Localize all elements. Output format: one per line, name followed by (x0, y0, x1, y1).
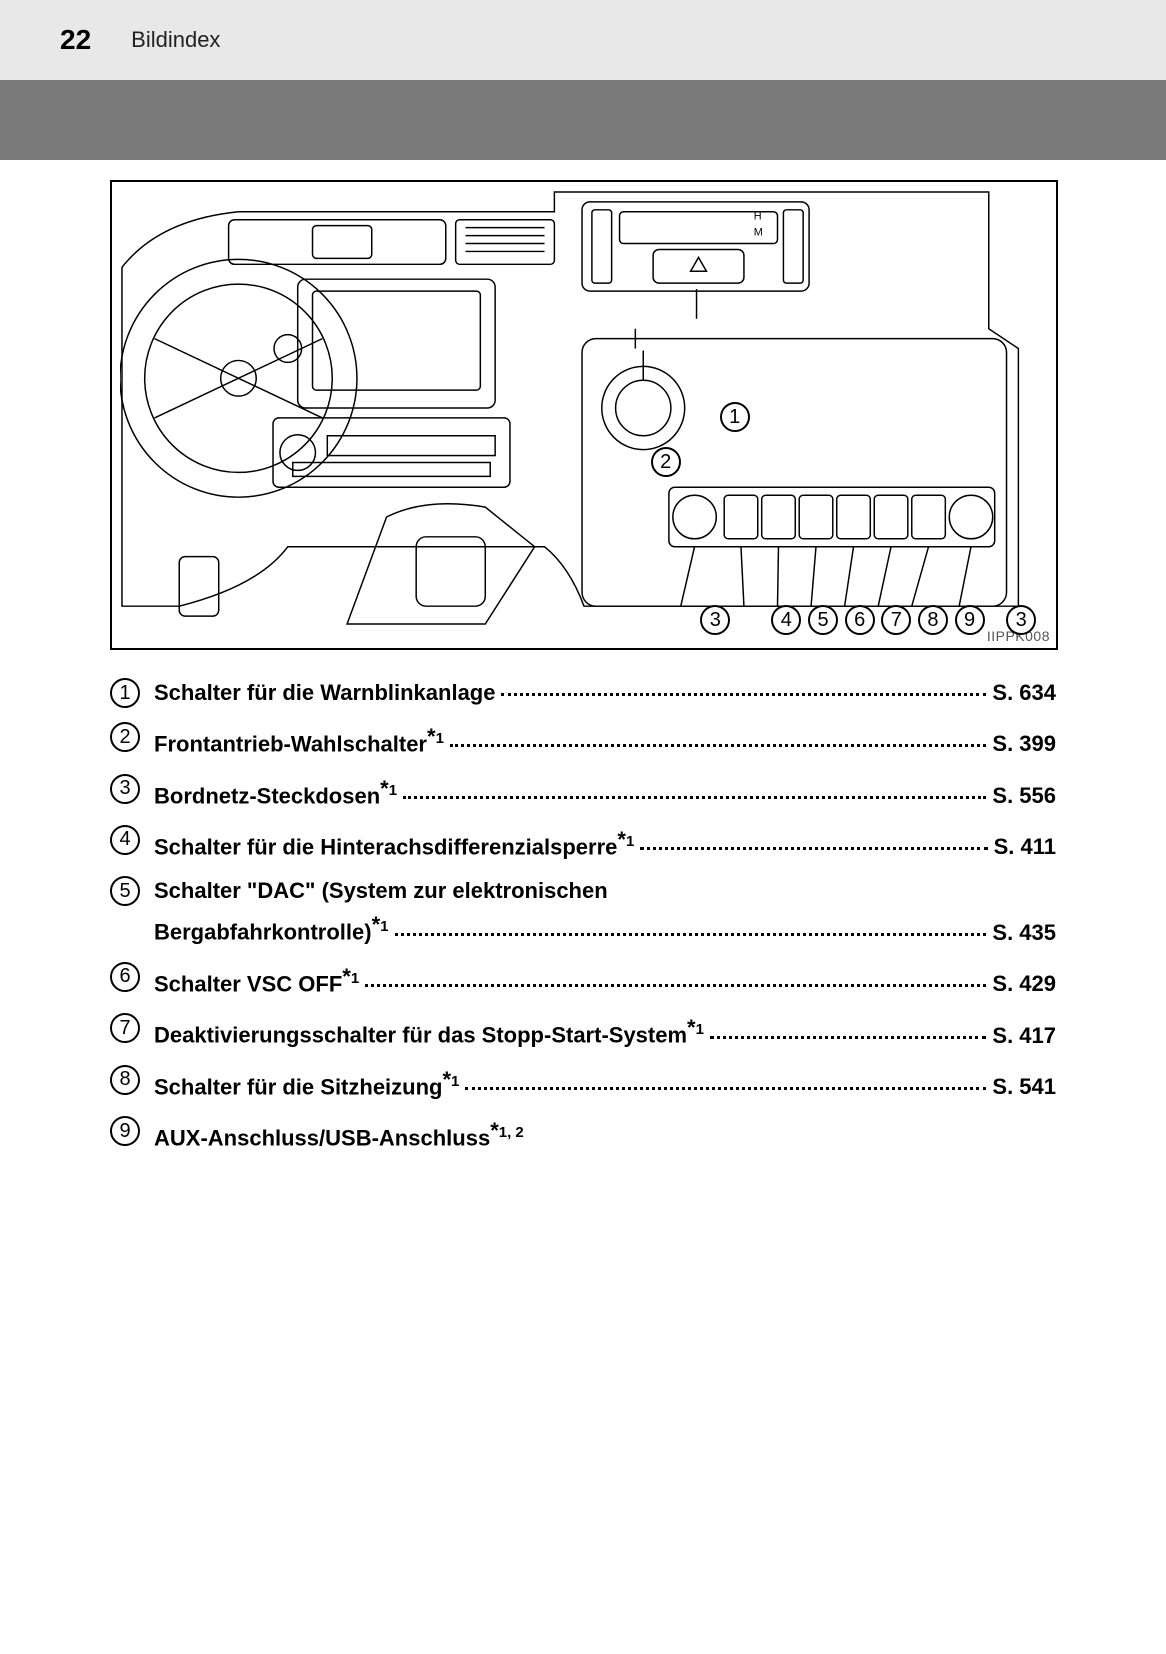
item-body: Schalter für die Hinterachsdifferenzials… (154, 823, 1056, 864)
item-label: Schalter für die Warnblinkanlage (154, 676, 495, 710)
figure-callout-1: 1 (720, 402, 750, 432)
item-callout: 7 (110, 1013, 140, 1043)
page-number: 22 (60, 24, 91, 56)
footnote-ref: *1 (442, 1073, 459, 1090)
item-label: Schalter VSC OFF*1 (154, 960, 359, 1001)
item-body: Schalter für die Sitzheizung*1 S. 541 (154, 1063, 1056, 1104)
page-ref: S. 634 (992, 676, 1056, 710)
dashboard-figure: H M (110, 180, 1058, 650)
item-callout: 6 (110, 962, 140, 992)
index-item-4: 4 Schalter für die Hinterachsdifferenzial… (110, 823, 1056, 864)
leader-dots (403, 796, 986, 799)
leader-dots (640, 847, 987, 850)
item-label: Schalter "DAC" (System zur elektronische… (154, 874, 608, 908)
footnote-ref: *1 (342, 970, 359, 987)
page-ref: S. 435 (992, 916, 1056, 950)
leader-dots (501, 693, 986, 696)
item-callout: 3 (110, 774, 140, 804)
footnote-ref: *1 (687, 1021, 704, 1038)
item-body: Bordnetz-Steckdosen*1 S. 556 (154, 772, 1056, 813)
svg-text:M: M (754, 227, 763, 239)
item-callout: 1 (110, 678, 140, 708)
item-body: Schalter VSC OFF*1 S. 429 (154, 960, 1056, 1001)
item-callout: 5 (110, 876, 140, 906)
page-content: H M (0, 160, 1166, 1156)
svg-text:H: H (754, 211, 762, 223)
item-label: Bergabfahrkontrolle)*1 (154, 908, 389, 949)
callout-list: 1 Schalter für die Warnblinkanlage S. 634 2… (110, 668, 1056, 1156)
page-ref: S. 556 (992, 779, 1056, 813)
item-label: Schalter für die Hinterachsdifferenzials… (154, 823, 634, 864)
item-body: Deaktivierungsschalter für das Stopp-Sta… (154, 1011, 1056, 1052)
dashboard-lineart: H M (120, 190, 1048, 626)
item-body: AUX-Anschluss/USB-Anschluss*1, 2 (154, 1114, 1056, 1155)
item-label: Schalter für die Sitzheizung*1 (154, 1063, 459, 1104)
page-header: 22 Bildindex (0, 0, 1166, 80)
item-label: Deaktivierungsschalter für das Stopp-Sta… (154, 1011, 704, 1052)
page-ref: S. 417 (992, 1019, 1056, 1053)
index-item-2: 2 Frontantrieb-Wahlschalter*1 S. 399 (110, 720, 1056, 761)
leader-dots (450, 744, 986, 747)
footnote-ref: *1 (380, 782, 397, 799)
page-ref: S. 541 (992, 1070, 1056, 1104)
index-item-6: 6 Schalter VSC OFF*1 S. 429 (110, 960, 1056, 1001)
item-callout: 8 (110, 1065, 140, 1095)
dashboard-svg: H M (120, 190, 1048, 626)
item-label: AUX-Anschluss/USB-Anschluss*1, 2 (154, 1114, 524, 1155)
figure-callout-9: 9 (955, 605, 985, 635)
page-ref: S. 429 (992, 967, 1056, 1001)
page-ref: S. 411 (994, 830, 1056, 864)
footnote-ref: *1 (372, 918, 389, 935)
index-item-7: 7 Deaktivierungsschalter für das Stopp-St… (110, 1011, 1056, 1052)
item-body: Schalter für die Warnblinkanlage S. 634 (154, 676, 1056, 710)
item-callout: 2 (110, 722, 140, 752)
figure-callout-6: 6 (845, 605, 875, 635)
item-label: Frontantrieb-Wahlschalter*1 (154, 720, 444, 761)
index-item-1: 1 Schalter für die Warnblinkanlage S. 634 (110, 676, 1056, 710)
figure-callout-3: 3 (700, 605, 730, 635)
figure-callout-7: 7 (881, 605, 911, 635)
figure-callout-2: 2 (651, 447, 681, 477)
footnote-ref: *1 (427, 730, 444, 747)
index-item-9: 9 AUX-Anschluss/USB-Anschluss*1, 2 (110, 1114, 1056, 1155)
index-item-3: 3 Bordnetz-Steckdosen*1 S. 556 (110, 772, 1056, 813)
item-callout: 4 (110, 825, 140, 855)
item-label: Bordnetz-Steckdosen*1 (154, 772, 397, 813)
leader-dots (365, 984, 986, 987)
section-title: Bildindex (131, 27, 220, 53)
item-body: Schalter "DAC" (System zur elektronische… (154, 874, 1056, 950)
leader-dots (395, 933, 987, 936)
item-callout: 9 (110, 1116, 140, 1146)
page-ref: S. 399 (992, 727, 1056, 761)
leader-dots (710, 1036, 986, 1039)
figure-callout-4: 4 (771, 605, 801, 635)
figure-callout-5: 5 (808, 605, 838, 635)
leader-dots (465, 1087, 986, 1090)
chapter-band (0, 80, 1166, 160)
item-body: Frontantrieb-Wahlschalter*1 S. 399 (154, 720, 1056, 761)
index-item-5: 5 Schalter "DAC" (System zur elektronisch… (110, 874, 1056, 950)
index-item-8: 8 Schalter für die Sitzheizung*1 S. 541 (110, 1063, 1056, 1104)
footnote-ref: *1, 2 (490, 1124, 524, 1141)
footnote-ref: *1 (617, 833, 634, 850)
figure-callout-8: 8 (918, 605, 948, 635)
